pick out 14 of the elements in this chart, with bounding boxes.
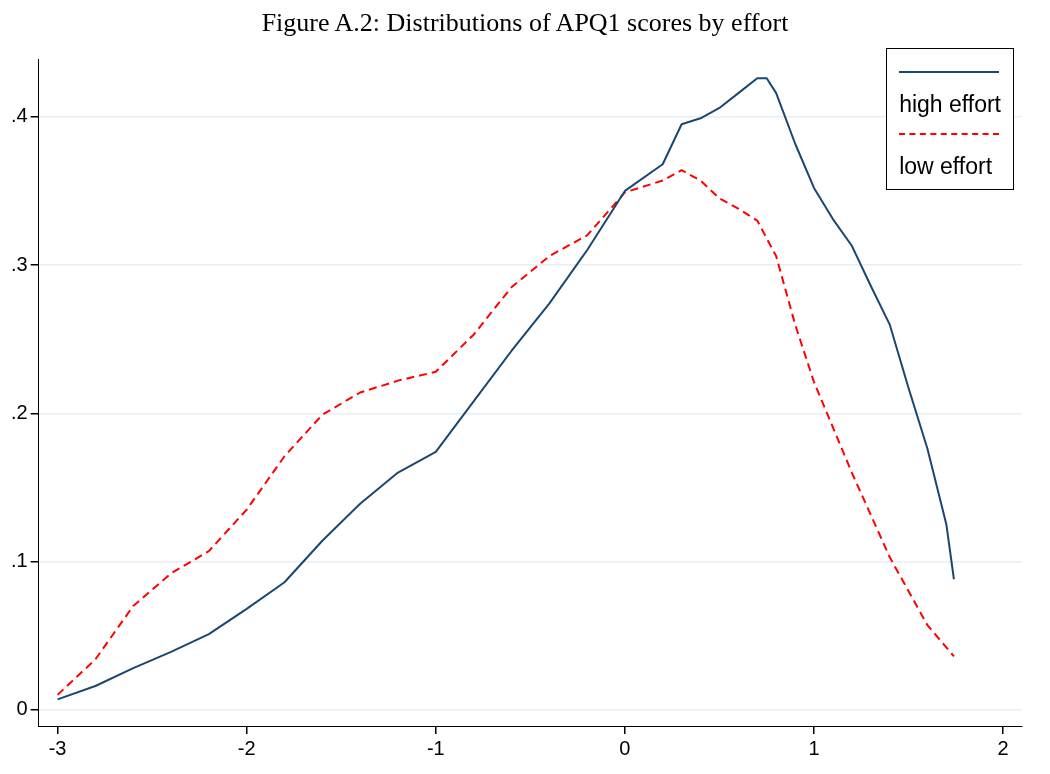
- x-tick-label: -1: [426, 736, 445, 759]
- legend-label: low effort: [899, 152, 994, 181]
- y-tick-label: 0: [16, 697, 28, 720]
- chart-title: Figure A.2: Distributions of APQ1 scores by effort: [260, 8, 790, 39]
- x-tick-label: -3: [48, 736, 67, 759]
- y-tick-label: .4: [10, 104, 28, 127]
- legend-label: high effort: [899, 90, 1001, 119]
- y-tick-label: .2: [10, 400, 28, 423]
- x-tick-label: 0: [619, 736, 631, 759]
- x-tick-label: 1: [808, 736, 820, 759]
- x-tick-label: 2: [997, 736, 1009, 759]
- x-tick-label: -2: [237, 736, 256, 759]
- y-tick-label: .3: [10, 252, 28, 275]
- y-tick-label: .1: [10, 548, 28, 571]
